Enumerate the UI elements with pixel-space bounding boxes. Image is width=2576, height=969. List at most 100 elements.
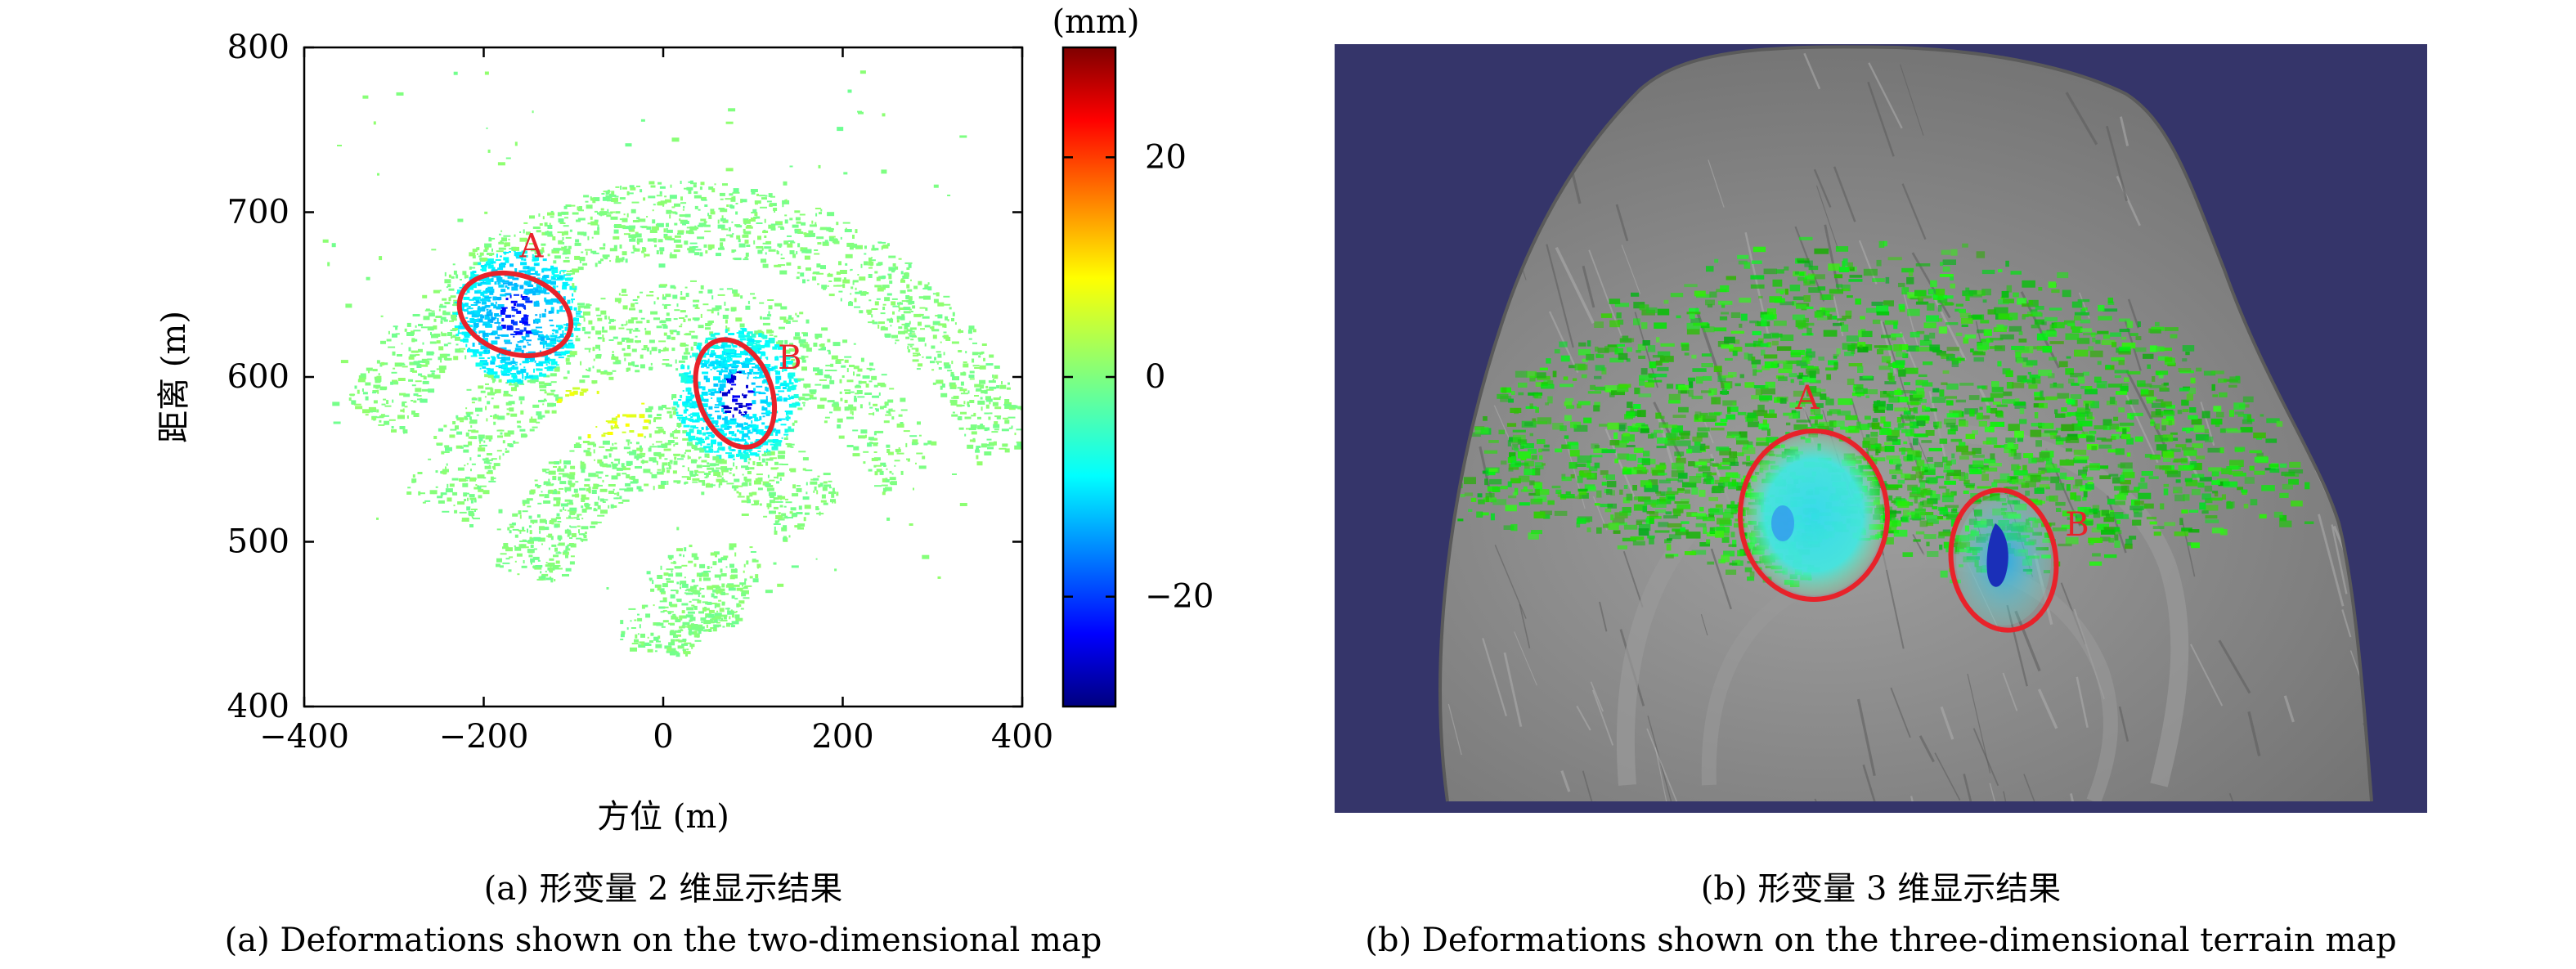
deformation-point (582, 375, 590, 378)
deformation-point (999, 385, 1006, 389)
deformation-point (603, 244, 605, 247)
deformation-point (792, 321, 798, 322)
deformation-point (823, 487, 828, 491)
deformation-point (505, 343, 512, 344)
deformation-point (716, 253, 721, 256)
deformation-point (585, 478, 590, 481)
deformation-point (577, 514, 581, 516)
deformation-point (464, 464, 465, 466)
deformation-point (763, 243, 770, 244)
deformation-point (885, 465, 886, 467)
deformation-point (546, 363, 548, 366)
deformation-point (500, 265, 505, 267)
deformation-point (439, 309, 441, 312)
deformation-point (757, 564, 761, 568)
deformation-point (751, 551, 756, 553)
deformation-point (824, 473, 831, 475)
deformation-point (791, 507, 797, 510)
deformation-point (677, 303, 679, 307)
deformation-point (884, 420, 890, 423)
deformation-point (460, 279, 462, 280)
deformation-point (713, 626, 716, 628)
deformation-point (805, 256, 810, 260)
deformation-point (742, 364, 749, 368)
deformation-point (760, 504, 762, 506)
deformation-point (905, 323, 910, 327)
deformation-point (972, 343, 977, 344)
deformation-point (451, 315, 456, 319)
deformation-point (505, 448, 507, 450)
deformation-point (735, 317, 742, 321)
deformation-point (729, 420, 736, 424)
deformation-point (675, 244, 682, 248)
deformation-point (758, 487, 763, 490)
deformation-point (503, 257, 509, 260)
deformation-point (389, 419, 396, 421)
deformation-point (660, 191, 662, 195)
deformation-point (792, 484, 796, 488)
deformation-point (487, 300, 491, 302)
deformation-point (697, 600, 701, 603)
deformation-point (985, 386, 988, 388)
deformation-point (747, 225, 752, 227)
deformation-point (553, 554, 559, 557)
deformation-point (685, 315, 688, 317)
deformation-point (583, 534, 585, 536)
colorbar: 200−20 (mm) (1052, 3, 1214, 707)
deformation-point (554, 274, 559, 277)
deformation-point (775, 386, 781, 389)
deformation-point (734, 488, 737, 491)
deformation-point (772, 501, 779, 503)
deformation-point (715, 410, 720, 412)
deformation-point (637, 618, 642, 621)
deformation-point (657, 325, 662, 328)
deformation-point (616, 416, 617, 418)
deformation-point (558, 328, 560, 330)
deformation-point (993, 379, 994, 383)
deformation-point (658, 340, 666, 342)
deformation-point (626, 143, 632, 146)
deformation-point (729, 587, 736, 590)
deformation-point (538, 415, 543, 419)
deformation-point (657, 586, 661, 590)
deformation-point (362, 96, 368, 99)
deformation-point (491, 332, 493, 334)
deformation-point (641, 403, 644, 405)
deformation-point (657, 461, 658, 465)
deformation-point (631, 252, 635, 253)
deformation-point (845, 400, 848, 403)
deformation-point (603, 254, 610, 257)
x-tick-label: 400 (991, 718, 1053, 756)
deformation-point (473, 343, 475, 347)
deformation-point (718, 446, 722, 449)
deformation-point (393, 325, 398, 327)
deformation-point (509, 407, 514, 411)
deformation-point (563, 507, 564, 510)
deformation-point (657, 250, 659, 254)
deformation-point (546, 577, 552, 580)
deformation-point (581, 518, 583, 519)
deformation-point (694, 317, 699, 321)
deformation-point (542, 403, 544, 405)
deformation-patch-3d (2061, 407, 2067, 412)
deformation-point (708, 621, 715, 623)
deformation-point (552, 271, 554, 275)
deformation-point (518, 510, 522, 514)
deformation-point (718, 220, 720, 224)
deformation-point (883, 304, 886, 306)
deformation-point (765, 590, 773, 593)
deformation-point (742, 433, 748, 437)
deformation-point (846, 417, 854, 419)
deformation-point (727, 358, 733, 361)
deformation-point (888, 267, 895, 271)
deformation-point (743, 597, 750, 599)
deformation-point (388, 331, 390, 334)
deformation-point (933, 334, 937, 339)
deformation-point (806, 249, 811, 253)
deformation-point (745, 358, 752, 361)
deformation-point (739, 244, 746, 248)
deformation-point (786, 436, 788, 437)
deformation-point (528, 554, 532, 557)
deformation-point (827, 212, 834, 216)
deformation-point (377, 390, 379, 394)
